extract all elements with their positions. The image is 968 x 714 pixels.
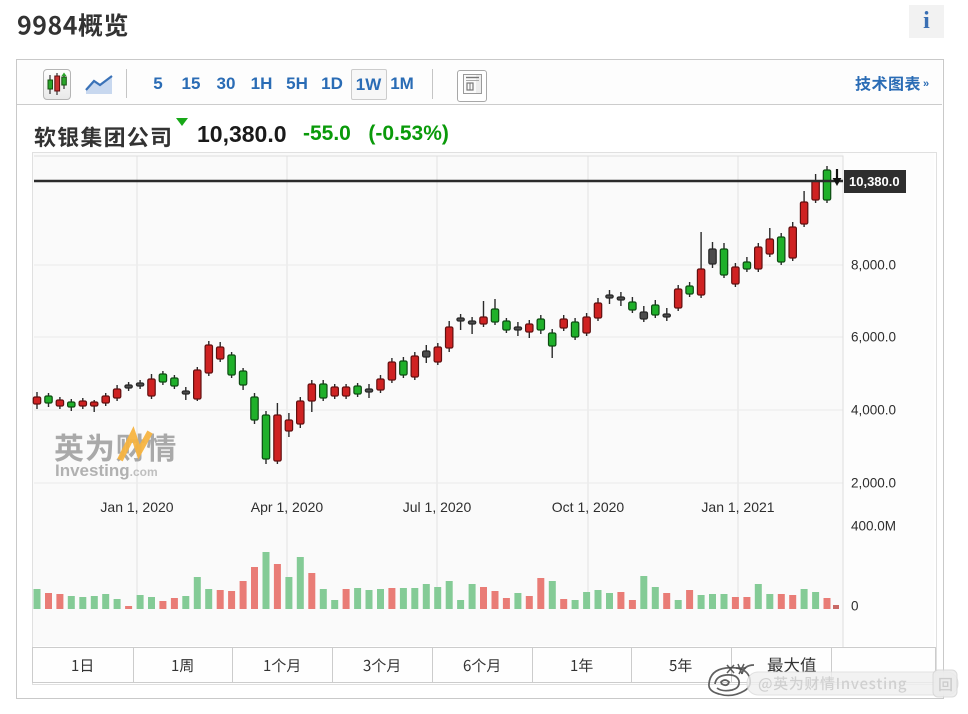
svg-text:8,000.0: 8,000.0 xyxy=(851,258,896,273)
svg-text:10,380.0: 10,380.0 xyxy=(849,174,900,189)
svg-text:4,000.0: 4,000.0 xyxy=(851,403,896,418)
svg-text:2,000.0: 2,000.0 xyxy=(851,476,896,491)
svg-text:Jan 1, 2021: Jan 1, 2021 xyxy=(701,499,774,515)
svg-text:Oct 1, 2020: Oct 1, 2020 xyxy=(552,499,625,515)
svg-text:6,000.0: 6,000.0 xyxy=(851,330,896,345)
svg-text:Jan 1, 2020: Jan 1, 2020 xyxy=(100,499,173,515)
svg-text:Jul 1, 2020: Jul 1, 2020 xyxy=(403,499,472,515)
svg-text:Apr 1, 2020: Apr 1, 2020 xyxy=(251,499,324,515)
svg-text:Investing.com: Investing.com xyxy=(55,461,158,480)
svg-text:0: 0 xyxy=(851,599,859,614)
svg-text:400.0M: 400.0M xyxy=(851,519,896,534)
